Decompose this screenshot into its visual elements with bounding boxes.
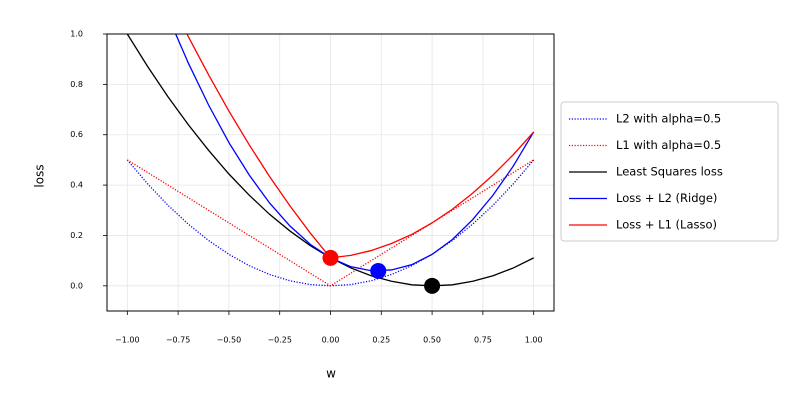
- legend-box: [560, 101, 779, 242]
- y-tick-label: 1.0: [70, 30, 83, 39]
- x-tick-label: 0.00: [322, 336, 340, 345]
- legend-label: L2 with alpha=0.5: [616, 112, 721, 126]
- legend-label: Least Squares loss: [616, 165, 723, 179]
- y-tick-label: 0.8: [70, 80, 83, 89]
- x-tick-label: 0.75: [474, 336, 492, 345]
- x-tick-label: −0.75: [166, 336, 191, 345]
- y-tick-label: 0.4: [70, 181, 83, 190]
- legend-label: Loss + L1 (Lasso): [616, 218, 717, 232]
- legend-label: Loss + L2 (Ridge): [616, 191, 717, 205]
- y-tick-label: 0.0: [70, 281, 83, 290]
- x-tick-label: 0.25: [372, 336, 390, 345]
- x-tick-label: −0.50: [217, 336, 242, 345]
- x-tick-label: 1.00: [525, 336, 543, 345]
- x-tick-label: −1.00: [115, 336, 140, 345]
- minimum-marker: [322, 249, 339, 266]
- minimum-marker: [370, 262, 387, 279]
- x-axis-label: w: [326, 367, 336, 381]
- y-axis-label: loss: [33, 164, 47, 187]
- x-tick-label: 0.50: [423, 336, 441, 345]
- axes-frame: [106, 33, 555, 312]
- minimum-marker: [424, 277, 441, 294]
- series-line: [126, 159, 535, 287]
- y-tick-label: 0.6: [70, 130, 83, 139]
- plot-area: [126, 34, 535, 294]
- legend-label: L1 with alpha=0.5: [616, 138, 721, 152]
- y-tick-label: 0.2: [70, 231, 83, 240]
- x-tick-label: −0.25: [267, 336, 292, 345]
